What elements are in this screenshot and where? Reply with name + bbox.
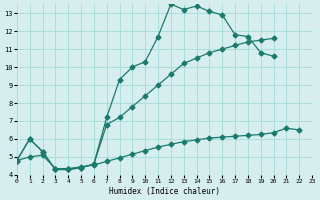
X-axis label: Humidex (Indice chaleur): Humidex (Indice chaleur) <box>109 187 220 196</box>
